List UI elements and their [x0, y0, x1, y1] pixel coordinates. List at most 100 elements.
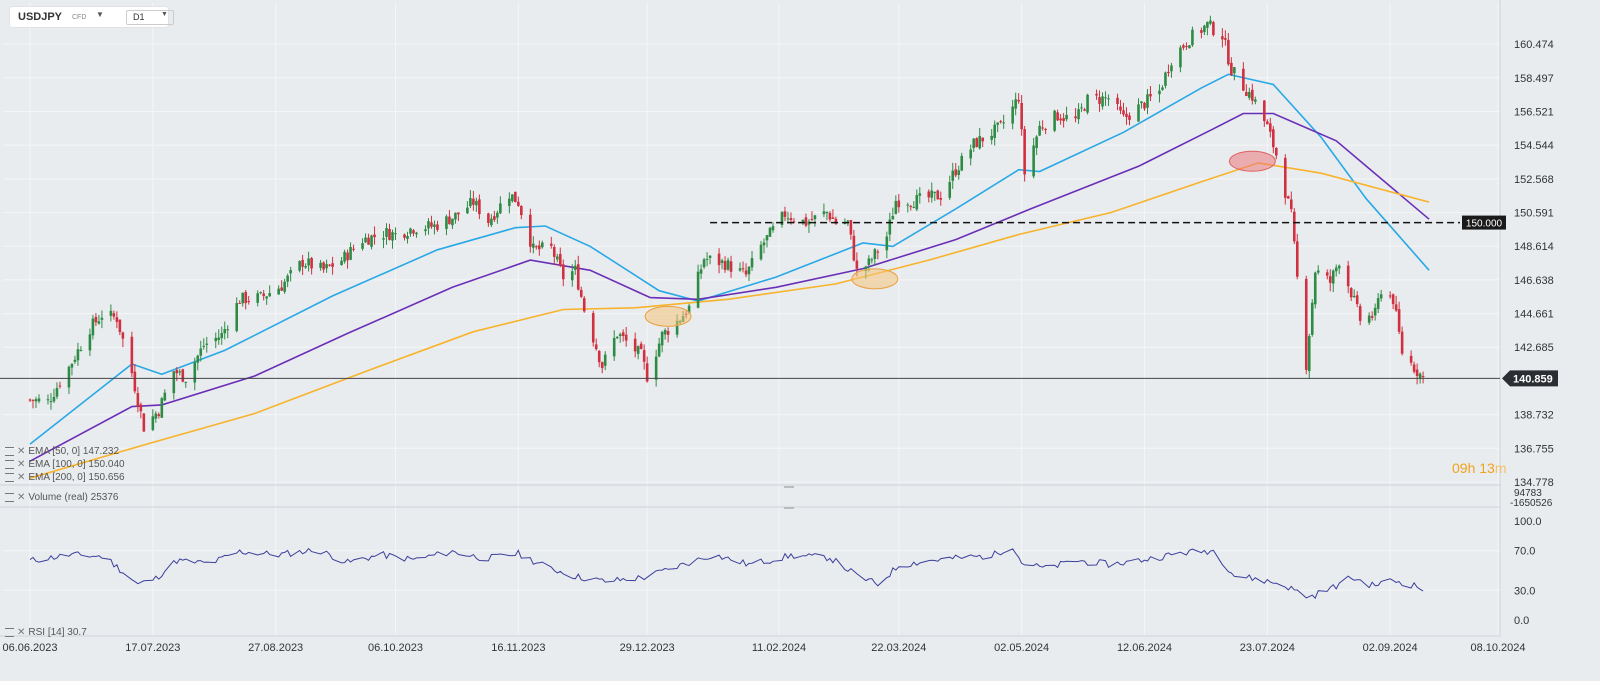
x-tick-label: 06.10.2023	[368, 642, 423, 654]
ema50-legend[interactable]: ✕ EMA [50, 0] 147.232	[5, 446, 119, 457]
x-tick-label: 12.06.2024	[1117, 642, 1172, 654]
candle-body	[660, 331, 664, 346]
symbol-selector[interactable]: USDJPY CFD ▼ D1 ▼	[10, 7, 174, 27]
ema100-legend[interactable]: ✕ EMA [100, 0] 150.040	[5, 459, 125, 470]
candle-body	[1119, 106, 1122, 111]
settings-icon[interactable]	[5, 472, 14, 482]
candle-body	[741, 268, 745, 270]
candle-body	[765, 235, 769, 241]
candle-body	[771, 226, 775, 231]
candle-body	[1251, 89, 1254, 101]
candle-body	[582, 298, 586, 312]
candle-body	[46, 399, 50, 401]
candle-body	[759, 244, 763, 260]
chevron-down-icon[interactable]: ▼	[96, 10, 104, 19]
candle-body	[624, 334, 628, 341]
settings-icon[interactable]	[5, 459, 14, 469]
candle-body	[885, 236, 889, 251]
candle-body	[867, 258, 871, 265]
candle-body	[1017, 99, 1020, 102]
y-tick-label: 146.638	[1514, 275, 1554, 287]
candle-body	[1158, 90, 1161, 95]
candle-body	[160, 398, 164, 418]
candle-body	[1041, 127, 1044, 129]
rsi-level-label: 0.0	[1514, 615, 1529, 627]
candle-body	[469, 198, 472, 207]
close-icon[interactable]: ✕	[17, 627, 26, 638]
candle-body	[1122, 110, 1125, 115]
close-icon[interactable]: ✕	[17, 459, 26, 470]
candle-body	[1182, 45, 1185, 48]
close-icon[interactable]: ✕	[17, 472, 26, 483]
candle-body	[1266, 121, 1269, 125]
close-icon[interactable]: ✕	[17, 446, 26, 457]
candle-body	[747, 266, 751, 275]
candle-body	[49, 401, 53, 403]
candle-body	[238, 302, 242, 304]
rsi-legend[interactable]: ✕ RSI [14] 30.7	[5, 627, 87, 638]
candle-body	[717, 253, 721, 266]
candle-body	[663, 330, 667, 335]
candle-body	[621, 332, 625, 336]
candle-body	[1391, 294, 1395, 305]
candle-body	[310, 258, 313, 269]
candle-body	[831, 217, 835, 219]
candle-body	[178, 371, 182, 373]
candle-body	[657, 343, 661, 357]
candle-body	[529, 214, 532, 247]
candle-body	[891, 216, 895, 220]
candle-body	[157, 414, 161, 416]
y-tick-label: 148.614	[1514, 241, 1554, 253]
candle-body	[472, 198, 475, 205]
candle-body	[1161, 87, 1164, 90]
candle-body	[954, 169, 958, 176]
timeframe-selector[interactable]: D1 ▼	[126, 10, 174, 25]
candle-body	[783, 211, 787, 217]
settings-icon[interactable]	[5, 492, 14, 502]
candle-body	[951, 170, 955, 181]
candle-body	[451, 218, 454, 226]
candle-body	[1125, 113, 1128, 118]
highlight-ellipse	[851, 268, 899, 290]
candle-body	[1188, 45, 1191, 49]
candle-body	[870, 259, 874, 261]
pane-resize-handle[interactable]	[784, 507, 794, 509]
candle-body	[1086, 94, 1089, 113]
candle-body	[268, 293, 271, 297]
volume-legend[interactable]: ✕ Volume (real) 25376	[5, 492, 118, 503]
candle-body	[139, 404, 143, 412]
candle-body	[520, 205, 523, 216]
y-tick-label: 152.568	[1514, 174, 1554, 186]
candle-body	[133, 371, 137, 392]
candle-body	[217, 337, 221, 341]
candle-body	[445, 216, 448, 229]
price-pane[interactable]	[3, 3, 1500, 485]
candle-body	[825, 212, 829, 214]
candle-body	[1325, 272, 1329, 276]
close-icon[interactable]: ✕	[17, 492, 26, 503]
candle-body	[109, 310, 113, 316]
candle-body	[1328, 276, 1332, 283]
candle-body	[34, 399, 38, 402]
candle-body	[361, 243, 364, 249]
settings-icon[interactable]	[5, 446, 14, 456]
settings-icon[interactable]	[5, 627, 14, 637]
candle-body	[1032, 145, 1035, 177]
ema200-legend[interactable]: ✕ EMA [200, 0] 150.656	[5, 472, 125, 483]
candle-body	[394, 233, 397, 235]
candle-body	[1044, 129, 1047, 131]
candle-body	[1370, 316, 1374, 318]
candle-body	[256, 293, 259, 303]
candle-body	[130, 336, 134, 374]
pane-resize-handle[interactable]	[784, 486, 794, 488]
candle-body	[163, 392, 167, 401]
candle-body	[115, 317, 119, 322]
symbol-label: USDJPY	[18, 11, 63, 23]
timeframe-label: D1	[133, 12, 145, 22]
highlight-ellipse	[1228, 150, 1276, 172]
candle-body	[552, 247, 556, 257]
candle-body	[1107, 98, 1110, 100]
candle-body	[532, 243, 535, 248]
countdown-hours: 09	[1452, 460, 1468, 476]
